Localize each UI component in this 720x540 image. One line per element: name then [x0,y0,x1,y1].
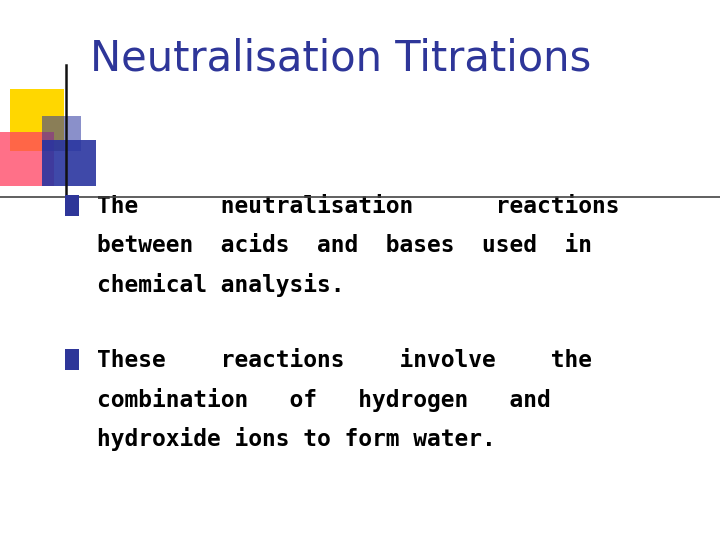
Bar [42,140,96,186]
Bar [10,89,64,151]
Text: Neutralisation Titrations: Neutralisation Titrations [90,38,591,80]
Bar [0,132,54,186]
Text: hydroxide ions to form water.: hydroxide ions to form water. [97,427,496,451]
Bar [65,195,79,216]
Text: between  acids  and  bases  used  in: between acids and bases used in [97,234,593,258]
Bar [65,349,79,370]
Text: The      neutralisation      reactions: The neutralisation reactions [97,195,620,219]
Bar [42,116,81,151]
Text: chemical analysis.: chemical analysis. [97,273,345,297]
Text: combination   of   hydrogen   and: combination of hydrogen and [97,388,551,412]
Text: These    reactions    involve    the: These reactions involve the [97,349,593,373]
